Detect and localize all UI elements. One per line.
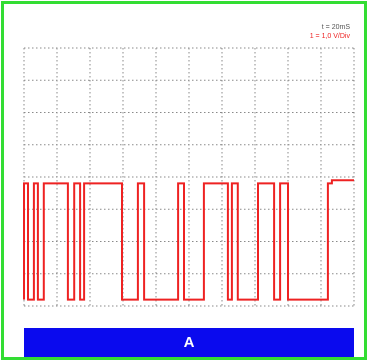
time-division-label: t = 20mS: [321, 24, 350, 31]
scope-grid: [23, 47, 355, 307]
channel-label: A: [183, 334, 195, 351]
trace-line: [23, 179, 354, 301]
scope-display: [23, 47, 355, 307]
volt-division-label: 1 = 1,0 V/Div: [309, 33, 350, 40]
signal-trace: [23, 179, 354, 301]
channel-bar: A: [24, 328, 354, 357]
